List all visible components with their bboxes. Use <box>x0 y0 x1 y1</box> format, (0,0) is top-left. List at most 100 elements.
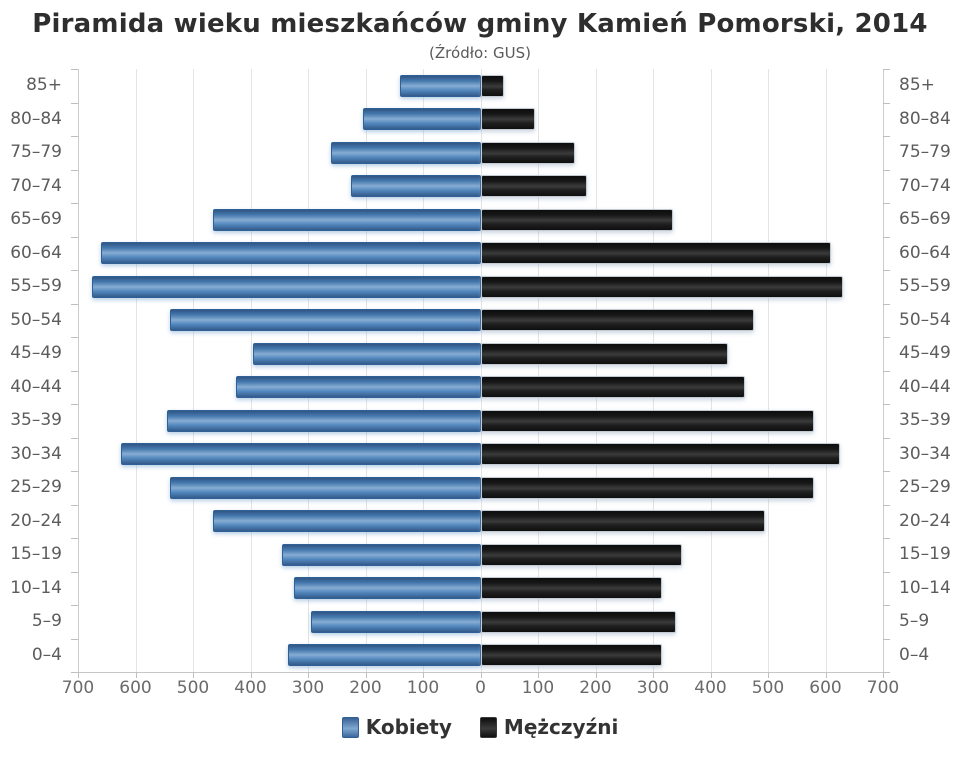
axis-tick-right <box>883 136 890 137</box>
bar-kobiety-15–19 <box>282 543 481 566</box>
axis-tick-right <box>883 404 890 405</box>
category-label-right: 25–29 <box>899 477 951 497</box>
bar-mezczyzni-10–14 <box>480 577 662 600</box>
grid-line <box>710 69 712 672</box>
legend-label-kobiety: Kobiety <box>365 715 452 739</box>
grid-line <box>538 69 539 672</box>
axis-tick-bottom <box>883 672 884 678</box>
axis-tick-right <box>883 605 890 606</box>
axis-tick-bottom <box>480 672 482 678</box>
chart-header: Piramida wieku mieszkańców gminy Kamień … <box>0 0 960 62</box>
bar-mezczyzni-70–74 <box>480 175 587 198</box>
grid-line <box>308 69 309 672</box>
grid-line <box>250 69 252 672</box>
x-tick-label: 400 <box>694 678 727 698</box>
chart-subtitle: (Źródło: GUS) <box>429 44 531 62</box>
category-label-right: 55–59 <box>899 276 951 296</box>
bar-mezczyzni-80–84 <box>480 108 536 131</box>
axis-tick-left <box>71 303 78 305</box>
x-tick-label: 100 <box>521 678 555 698</box>
x-tick-label: 500 <box>751 678 785 698</box>
bar-kobiety-60–64 <box>101 242 481 265</box>
bar-kobiety-35–39 <box>167 409 481 432</box>
bar-mezczyzni-20–24 <box>480 510 766 533</box>
axis-tick-left <box>71 370 78 372</box>
legend-label-mezczyzni: Mężczyźni <box>503 715 619 739</box>
category-label-right: 75–79 <box>899 142 951 162</box>
bar-mezczyzni-0–4 <box>480 644 662 667</box>
axis-tick-left <box>71 538 78 539</box>
axis-tick-left <box>71 404 78 405</box>
axis-tick-left <box>71 672 78 673</box>
category-label-right: 70–74 <box>899 175 951 196</box>
category-label-left: 60–64 <box>10 242 62 263</box>
legend-item-kobiety: Kobiety <box>341 715 452 739</box>
axis-tick-bottom <box>710 672 712 678</box>
axis-tick-right <box>883 437 890 439</box>
kobiety-swatch-icon <box>341 716 359 738</box>
axis-tick-left <box>71 236 78 238</box>
axis-tick-right <box>883 370 890 372</box>
axis-tick-bottom <box>595 672 597 678</box>
category-label-left: 40–44 <box>10 376 62 397</box>
category-label-left: 5–9 <box>31 611 62 631</box>
axis-tick-right <box>883 169 890 171</box>
category-label-right: 20–24 <box>899 510 951 531</box>
category-label-right: 30–34 <box>899 443 951 464</box>
x-tick-label: 300 <box>291 678 325 698</box>
category-label-right: 85+ <box>899 75 935 95</box>
x-tick-label: 600 <box>119 678 152 698</box>
axis-tick-right <box>883 203 890 204</box>
category-label-left: 80–84 <box>10 108 62 129</box>
bar-mezczyzni-25–29 <box>480 476 814 499</box>
grid-line <box>653 69 654 672</box>
category-label-left: 0–4 <box>31 644 62 665</box>
category-label-right: 0–4 <box>899 644 930 665</box>
left-category-axis: 85+ 80–84 75–79 70–74 65–69 60–64 55–59 50–54 45… <box>0 69 78 673</box>
category-label-right: 35–39 <box>899 410 951 430</box>
x-tick-label: 200 <box>349 678 382 698</box>
bar-mezczyzni-15–19 <box>480 543 682 566</box>
category-label-left: 15–19 <box>10 544 62 564</box>
axis-tick-left <box>71 471 78 472</box>
chart-title: Piramida wieku mieszkańców gminy Kamień … <box>32 9 928 39</box>
axis-tick-left <box>71 169 78 171</box>
axis-tick-bottom <box>423 672 424 678</box>
x-tick-label: 700 <box>61 678 95 698</box>
axis-tick-left <box>71 638 78 640</box>
plot-area <box>78 69 884 678</box>
grid-line <box>480 69 482 672</box>
axis-tick-left <box>71 102 78 104</box>
category-label-right: 65–69 <box>899 209 951 229</box>
axis-tick-bottom <box>250 672 252 678</box>
legend-item-mezczyzni: Mężczyźni <box>479 715 619 739</box>
category-label-right: 50–54 <box>899 309 951 330</box>
category-label-right: 15–19 <box>899 544 951 564</box>
axis-tick-right <box>883 504 890 506</box>
category-label-left: 65–69 <box>10 209 62 229</box>
category-label-left: 35–39 <box>10 410 62 430</box>
axis-tick-right <box>883 571 890 573</box>
axis-tick-left <box>71 69 78 70</box>
bar-kobiety-50–54 <box>170 309 481 332</box>
bar-mezczyzni-50–54 <box>480 309 754 332</box>
axis-tick-left <box>71 270 78 271</box>
category-label-right: 45–49 <box>899 343 951 363</box>
category-label-right: 80–84 <box>899 108 951 129</box>
axis-tick-bottom <box>768 672 769 678</box>
category-label-left: 50–54 <box>10 309 62 330</box>
category-label-right: 5–9 <box>899 611 930 631</box>
bar-kobiety-75–79 <box>331 141 481 164</box>
category-label-left: 55–59 <box>10 276 62 296</box>
bar-mezczyzni-30–34 <box>480 443 840 466</box>
axis-tick-left <box>71 504 78 506</box>
mezczyzni-swatch-icon <box>479 716 497 738</box>
grid-line <box>595 69 597 672</box>
axis-tick-right <box>883 236 890 238</box>
axis-tick-right <box>883 303 890 305</box>
category-label-left: 75–79 <box>10 142 62 162</box>
axis-tick-bottom <box>78 672 79 678</box>
bar-mezczyzni-65–69 <box>480 208 674 231</box>
axis-tick-right <box>883 69 890 70</box>
